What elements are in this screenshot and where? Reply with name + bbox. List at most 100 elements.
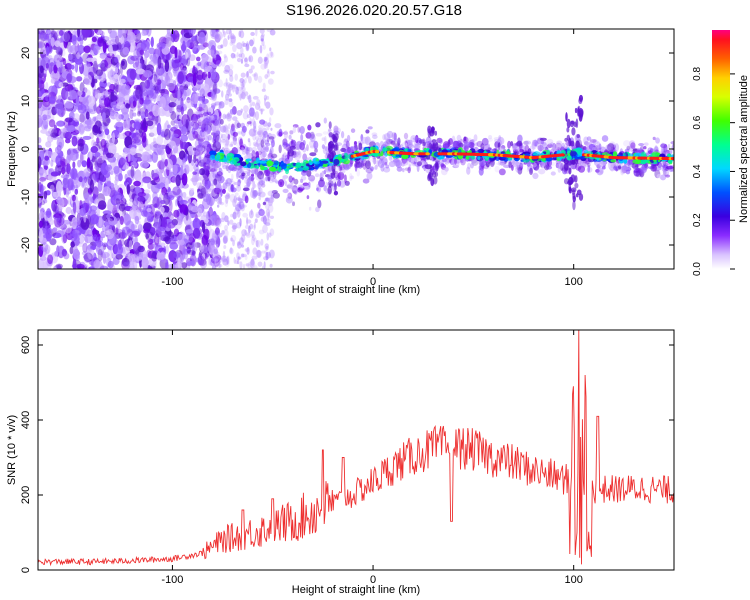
spectral-blob bbox=[238, 256, 242, 260]
spectral-blob bbox=[193, 85, 199, 92]
spectral-blob bbox=[315, 132, 323, 137]
ridge-blob bbox=[651, 151, 660, 158]
spectral-blob bbox=[219, 118, 224, 125]
spectral-blob bbox=[328, 182, 332, 188]
spectral-blob bbox=[154, 216, 162, 228]
spectral-blob bbox=[150, 36, 154, 48]
spectral-blob bbox=[180, 212, 185, 223]
spectral-blob bbox=[652, 136, 656, 141]
spectral-blob bbox=[92, 116, 97, 122]
spectral-blob bbox=[134, 215, 140, 225]
spectral-blob bbox=[278, 144, 282, 154]
spectral-blob bbox=[289, 130, 294, 135]
spectral-blob bbox=[557, 162, 563, 169]
ridge-blob bbox=[634, 152, 642, 158]
spectral-blob bbox=[202, 211, 208, 218]
spectral-blob bbox=[267, 203, 274, 213]
spectral-blob bbox=[601, 135, 609, 142]
spectral-blob bbox=[92, 170, 100, 181]
spectral-blob bbox=[210, 258, 216, 267]
spectral-blob bbox=[315, 122, 321, 128]
spectral-blob bbox=[282, 188, 289, 194]
spectral-blob bbox=[197, 207, 203, 217]
spectral-blob bbox=[214, 174, 222, 182]
spectral-blob bbox=[113, 74, 119, 79]
spectral-blob bbox=[613, 162, 619, 167]
ridge-blob bbox=[288, 162, 294, 169]
spectral-blob bbox=[306, 195, 310, 200]
spectral-blob bbox=[229, 178, 234, 183]
spectral-blob bbox=[572, 192, 576, 200]
spectral-blob bbox=[656, 173, 662, 179]
spectral-blob bbox=[38, 211, 45, 219]
spectral-blob bbox=[574, 107, 578, 114]
spectral-blob bbox=[223, 239, 227, 245]
spectral-blob bbox=[220, 44, 224, 49]
spectral-blob bbox=[251, 117, 256, 126]
spectral-blob bbox=[60, 156, 66, 167]
spectral-blob bbox=[222, 188, 226, 194]
spectral-blob bbox=[132, 224, 138, 229]
spectral-blob bbox=[92, 234, 99, 247]
spectral-blob bbox=[63, 30, 73, 43]
spectral-blob bbox=[100, 125, 104, 132]
spectral-blob bbox=[293, 190, 297, 194]
spectral-blob bbox=[247, 138, 251, 143]
spectral-blob bbox=[186, 57, 191, 67]
spectral-blob bbox=[248, 55, 251, 63]
spectral-blob bbox=[128, 239, 133, 250]
spectral-blob bbox=[224, 113, 232, 119]
spectral-blob bbox=[556, 143, 563, 148]
spectral-blob bbox=[70, 64, 75, 70]
spectral-blob bbox=[157, 226, 167, 232]
spectral-blob bbox=[213, 162, 219, 172]
spectral-blob bbox=[372, 158, 377, 165]
spectral-blob bbox=[142, 70, 152, 78]
spectral-blob bbox=[194, 232, 203, 239]
spectral-blob bbox=[52, 227, 58, 233]
spectral-blob bbox=[114, 179, 118, 185]
spectral-blob bbox=[135, 256, 143, 262]
spectral-blob bbox=[212, 138, 217, 144]
spectral-blob bbox=[215, 83, 218, 90]
spectral-blob bbox=[177, 257, 181, 269]
spectral-blob bbox=[118, 173, 123, 182]
spectral-blob bbox=[269, 228, 275, 237]
ridge-blob bbox=[507, 158, 513, 161]
spectral-blob bbox=[182, 40, 186, 54]
spectral-blob bbox=[178, 74, 182, 80]
spectral-blob bbox=[361, 136, 369, 144]
spectral-blob bbox=[299, 141, 305, 151]
spectral-blob bbox=[333, 190, 339, 196]
spectral-blob bbox=[241, 81, 244, 90]
spectral-blob bbox=[265, 251, 272, 259]
spectral-blob bbox=[321, 170, 324, 178]
spectral-blob bbox=[142, 79, 146, 91]
spectral-blob bbox=[443, 144, 449, 149]
spectral-blob bbox=[246, 95, 250, 100]
spectral-blob bbox=[630, 142, 636, 150]
spectral-blob bbox=[109, 170, 114, 176]
spectral-blob bbox=[55, 180, 63, 194]
spectral-blob bbox=[412, 137, 421, 141]
spectral-blob bbox=[154, 233, 160, 246]
spectral-blob bbox=[496, 162, 504, 166]
spectral-blob bbox=[253, 184, 257, 188]
spectral-blob bbox=[260, 139, 265, 148]
spectral-blob bbox=[132, 200, 137, 212]
spectral-blob bbox=[250, 31, 255, 37]
spectral-blob bbox=[160, 158, 165, 171]
spectral-blob bbox=[55, 263, 63, 269]
spectral-blob bbox=[146, 120, 154, 127]
spectral-blob bbox=[147, 238, 154, 245]
spectral-blob bbox=[133, 121, 141, 130]
spectral-blob bbox=[293, 178, 299, 185]
spectral-blob bbox=[122, 120, 131, 131]
spectral-blob bbox=[440, 163, 445, 167]
spectral-blob bbox=[245, 71, 250, 79]
spectral-blob bbox=[241, 147, 245, 152]
spectral-blob bbox=[267, 78, 274, 85]
spectral-blob bbox=[257, 202, 261, 209]
spectral-blob bbox=[232, 116, 238, 121]
spectral-blob bbox=[81, 29, 91, 38]
